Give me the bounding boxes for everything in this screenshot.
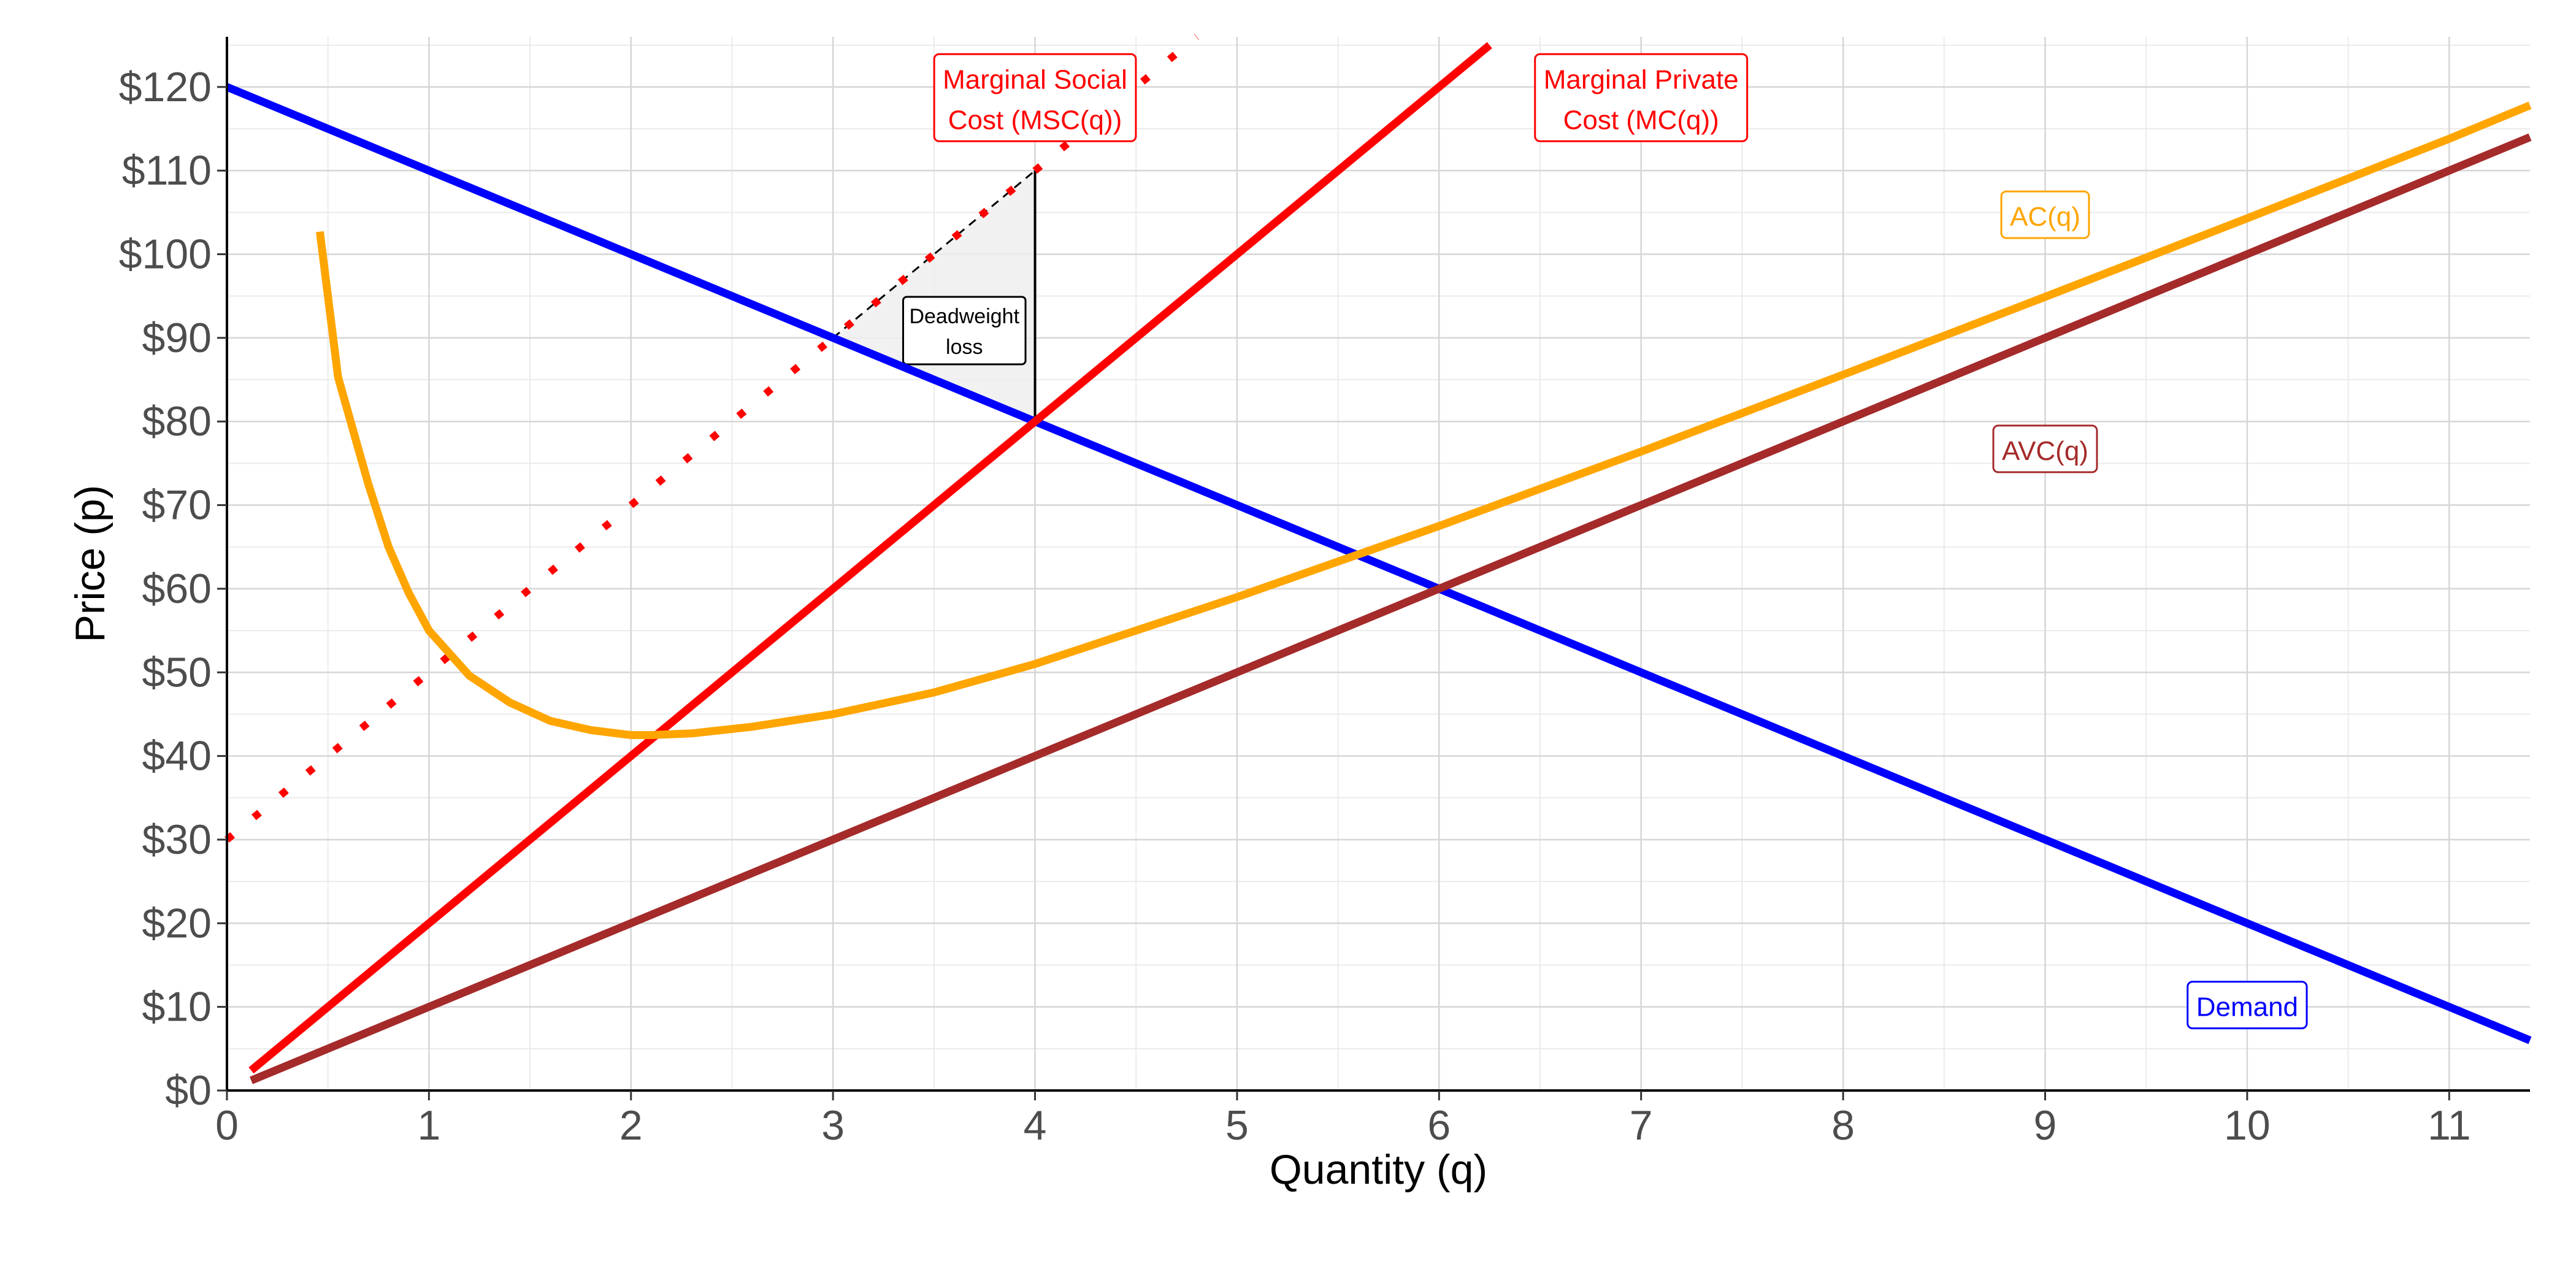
x-axis-title: Quantity (q): [1270, 1146, 1487, 1193]
x-tick-label: 8: [1831, 1102, 1855, 1149]
series-label-box: [1534, 53, 1749, 142]
series-line-avc-q: [250, 133, 2532, 1084]
series-labels: Demand AVC(q) AC(q) Marginal Private Cost (M…: [933, 53, 2308, 1030]
y-tick-label: $40: [142, 733, 212, 780]
series-line-ac-q: [316, 101, 2532, 739]
series-label-text: Cost (MSC(q)): [948, 105, 1122, 135]
series-label-box: [2187, 981, 2308, 1030]
y-tick-label: $100: [119, 231, 212, 278]
x-tick-label: 2: [619, 1102, 643, 1149]
series-label-demand: Demand: [2187, 981, 2308, 1030]
y-tick-label: $120: [119, 64, 212, 110]
y-tick-label: $80: [142, 398, 212, 445]
x-tick-label: 9: [2034, 1102, 2057, 1149]
deadweight-loss-area: Deadweight loss: [832, 170, 1037, 423]
x-tick-label: 11: [2428, 1102, 2471, 1149]
series-label-marginal-private-cost-mc-q: Marginal Private Cost (MC(q)): [1534, 53, 1749, 142]
x-tick-label: 5: [1225, 1102, 1249, 1149]
series-line-marginal-social-cost-msc-q: [224, 34, 1199, 843]
y-tick-label: $90: [142, 315, 212, 361]
axes: [226, 37, 2530, 1092]
x-tick-label: 1: [417, 1102, 440, 1149]
y-tick-label: $110: [122, 147, 212, 194]
series-label-text: AVC(q): [2002, 436, 2088, 466]
series-label-text: AC(q): [2010, 202, 2080, 232]
series-lines: [224, 34, 2532, 1084]
y-tick-label: $70: [142, 482, 212, 529]
series-label-text: Marginal Private: [1544, 64, 1739, 94]
y-tick-label: $30: [142, 816, 212, 863]
x-tick-label: 3: [821, 1102, 845, 1149]
series-label-text: Marginal Social: [943, 64, 1127, 94]
series-label-box: [1992, 424, 2098, 473]
x-tick-label: 0: [215, 1102, 239, 1149]
series-label-text: Cost (MC(q)): [1563, 105, 1719, 135]
series-label-box: [933, 53, 1137, 142]
series-label-box: [2000, 190, 2090, 239]
deadweight-loss-label-text: loss: [946, 335, 983, 359]
series-line-marginal-private-cost-mc-q: [248, 42, 1492, 1074]
tick-labels: 0 1 2 3 4 5 6 7 8 9 10 11 $0 $10 $20 $30 $40 $50 $60 $70 $80…: [119, 64, 2471, 1149]
y-tick-label: $50: [142, 649, 212, 696]
series-line-demand: [225, 83, 2532, 1045]
deadweight-loss-label-text: Deadweight: [909, 305, 1019, 328]
y-tick-label: $0: [165, 1067, 212, 1114]
deadweight-loss-label-box: [902, 296, 1027, 366]
y-axis-title: Price (p): [67, 485, 113, 643]
y-tick-label: $60: [142, 565, 212, 612]
x-tick-label: 10: [2224, 1102, 2271, 1149]
series-label-ac-q: AC(q): [2000, 190, 2090, 239]
y-tick-label: $10: [142, 984, 212, 1030]
series-label-text: Demand: [2196, 992, 2298, 1022]
series-label-marginal-social-cost-msc-q: Marginal Social Cost (MSC(q)): [933, 53, 1137, 142]
x-tick-label: 7: [1630, 1102, 1653, 1149]
series-label-avc-q: AVC(q): [1992, 424, 2098, 473]
x-tick-label: 4: [1024, 1102, 1047, 1149]
deadweight-loss-label: Deadweight loss: [902, 296, 1027, 366]
y-tick-label: $20: [142, 900, 212, 946]
x-tick-label: 6: [1427, 1102, 1451, 1149]
